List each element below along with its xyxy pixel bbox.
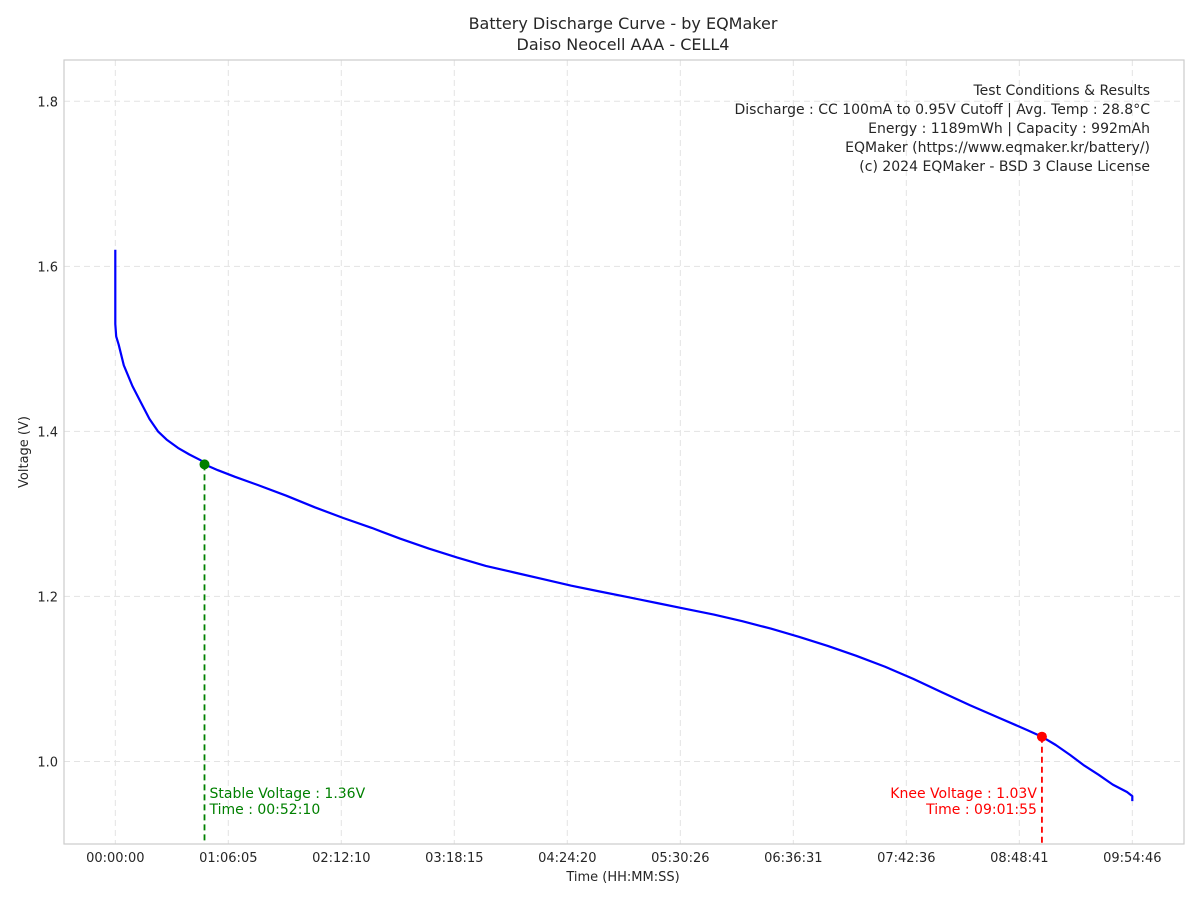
info-line: Discharge : CC 100mA to 0.95V Cutoff | A… bbox=[734, 102, 1150, 118]
x-tick-label: 03:18:15 bbox=[425, 851, 483, 866]
y-tick-label: 1.6 bbox=[37, 260, 58, 275]
y-tick-label: 1.0 bbox=[37, 755, 58, 770]
info-box: Test Conditions & Results Discharge : CC … bbox=[734, 83, 1150, 175]
chart-title: Battery Discharge Curve - by EQMaker bbox=[469, 14, 778, 33]
y-tick-labels: 1.0 1.2 1.4 1.6 1.8 bbox=[37, 95, 58, 770]
discharge-curve-line bbox=[114, 249, 1134, 802]
annotation-label: Time : 00:52:10 bbox=[208, 802, 320, 818]
x-tick-label: 08:48:41 bbox=[990, 851, 1048, 866]
x-tick-label: 02:12:10 bbox=[312, 851, 370, 866]
info-line: EQMaker (https://www.eqmaker.kr/battery/… bbox=[845, 140, 1150, 156]
x-tick-label: 00:00:00 bbox=[86, 851, 144, 866]
y-axis-label: Voltage (V) bbox=[17, 416, 32, 488]
x-tick-label: 06:36:31 bbox=[764, 851, 822, 866]
annotation-label: Time : 09:01:55 bbox=[925, 802, 1037, 818]
x-tick-label: 09:54:46 bbox=[1103, 851, 1161, 866]
annotation-marker bbox=[199, 459, 210, 470]
chart-subtitle: Daiso Neocell AAA - CELL4 bbox=[517, 35, 730, 54]
annotation-marker bbox=[1036, 731, 1047, 742]
info-line: Test Conditions & Results bbox=[973, 83, 1151, 99]
x-tick-label: 04:24:20 bbox=[538, 851, 596, 866]
x-axis-label: Time (HH:MM:SS) bbox=[565, 870, 679, 885]
x-tick-label: 07:42:36 bbox=[877, 851, 935, 866]
annotation-label: Knee Voltage : 1.03V bbox=[890, 786, 1037, 802]
y-tick-label: 1.8 bbox=[37, 95, 58, 110]
x-tick-label: 01:06:05 bbox=[199, 851, 257, 866]
y-tick-label: 1.2 bbox=[37, 590, 58, 605]
x-tick-label: 05:30:26 bbox=[651, 851, 709, 866]
x-tick-labels: 00:00:00 01:06:05 02:12:10 03:18:15 04:24:20… bbox=[86, 851, 1161, 866]
y-tick-label: 1.4 bbox=[37, 425, 58, 440]
plot-frame bbox=[63, 59, 1185, 845]
info-line: (c) 2024 EQMaker - BSD 3 Clause License bbox=[859, 159, 1150, 175]
annotation-label: Stable Voltage : 1.36V bbox=[209, 786, 365, 802]
series-lines bbox=[114, 249, 1134, 802]
info-line: Energy : 1189mWh | Capacity : 992mAh bbox=[868, 121, 1150, 137]
